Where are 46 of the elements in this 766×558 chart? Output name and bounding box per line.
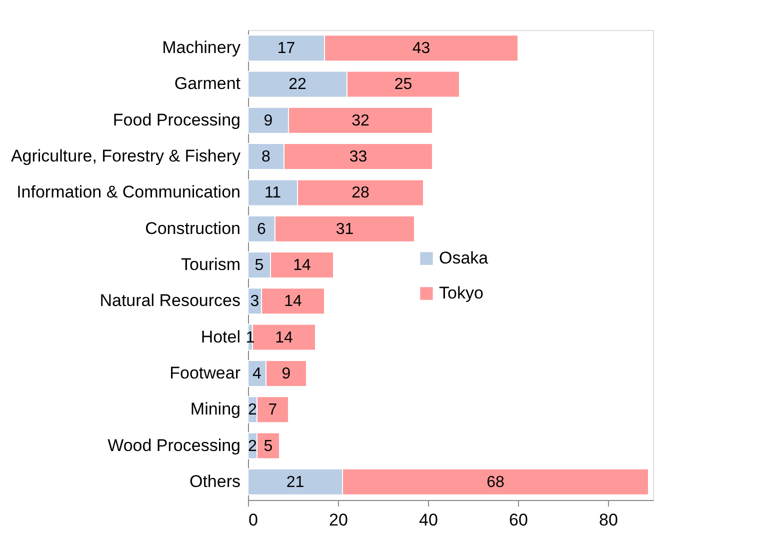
x-tick-label: 80 [599,510,618,530]
x-tick-label: 20 [329,510,348,530]
data-label: 6 [257,220,266,238]
data-label: 22 [288,76,306,94]
y-tick-label: Machinery [162,38,241,58]
data-label: 7 [268,402,278,419]
data-label: 4 [252,365,262,382]
y-tick-label: Food Processing [112,110,240,130]
legend-label: Osaka [439,248,489,268]
data-label: 5 [264,438,273,455]
data-label: 2 [248,438,258,455]
data-label: 9 [282,365,291,382]
y-tick-label: Information & Communication [16,182,240,202]
data-label: 11 [264,184,282,202]
data-label: 14 [275,329,293,346]
data-label: 3 [250,293,260,310]
y-tick-label: Wood Processing [108,436,240,455]
y-tick-label: Garment [174,74,241,94]
data-label: 14 [293,257,311,274]
x-tick-label: 60 [509,510,528,530]
data-label: 28 [352,184,370,202]
y-tick-label: Construction [145,218,240,238]
data-label: 32 [352,112,370,130]
data-label: 21 [286,474,304,491]
data-label: 25 [394,76,412,94]
y-tick-label: Others [189,472,240,491]
data-label: 2 [248,402,258,419]
data-label: 8 [262,148,271,166]
y-tick-label: Natural Resources [100,291,240,310]
data-label: 68 [486,474,504,491]
legend-label: Tokyo [439,284,484,302]
data-label: 31 [336,220,354,238]
data-label: 1 [246,329,255,346]
data-label: 5 [254,257,264,274]
data-label: 9 [264,112,273,130]
data-label: 17 [277,40,296,58]
y-tick-label: Hotel [200,327,240,346]
data-label: 33 [349,148,368,166]
x-tick-label: 0 [248,510,258,530]
data-label: 43 [412,40,430,58]
y-tick-label: Agriculture, Forestry & Fishery [10,146,241,166]
y-tick-label: Tourism [180,255,240,274]
y-tick-label: Mining [190,400,240,419]
y-tick-label: Footwear [170,363,241,382]
data-label: 14 [284,293,302,310]
x-tick-label: 40 [419,510,438,530]
